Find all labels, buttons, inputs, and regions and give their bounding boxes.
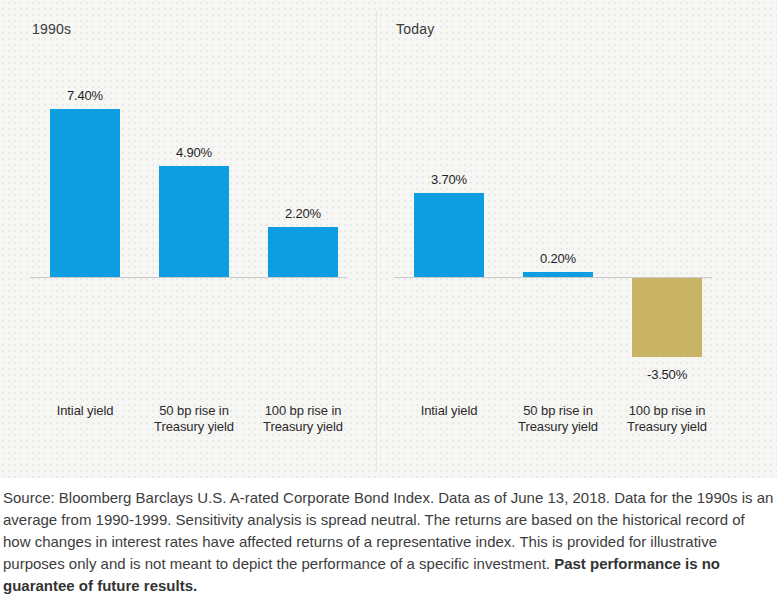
bar xyxy=(268,227,338,277)
bar xyxy=(414,193,484,277)
category-label: Intial yield xyxy=(25,403,145,419)
bar xyxy=(159,166,229,277)
bar xyxy=(50,109,120,277)
x-axis-line xyxy=(30,277,348,278)
source-note: Source: Bloomberg Barclays U.S. A-rated … xyxy=(3,487,775,597)
bar xyxy=(523,272,593,277)
category-label: 100 bp rise in Treasury yield xyxy=(607,403,727,435)
bar-value-label: 4.90% xyxy=(159,145,229,160)
bar-value-label: 2.20% xyxy=(268,206,338,221)
bar-value-label: 7.40% xyxy=(50,88,120,103)
chart-panel-today: Today 3.70%Intial yield0.20%50 bp rise i… xyxy=(394,0,724,478)
category-label: 50 bp rise in Treasury yield xyxy=(498,403,618,435)
chart-panel-1990s: 1990s 7.40%Intial yield4.90%50 bp rise i… xyxy=(30,0,360,478)
category-label: 50 bp rise in Treasury yield xyxy=(134,403,254,435)
chart-title-today: Today xyxy=(396,21,434,37)
chart-title-1990s: 1990s xyxy=(32,21,71,37)
category-label: Intial yield xyxy=(389,403,509,419)
category-label: 100 bp rise in Treasury yield xyxy=(243,403,363,435)
infographic-canvas: 1990s 7.40% Intial yield 4.90% 50 bp rise i… xyxy=(0,0,777,597)
bar-value-label: -3.50% xyxy=(632,367,702,382)
panel-divider xyxy=(376,12,377,472)
bar-value-label: 0.20% xyxy=(523,251,593,266)
bar-value-label: 3.70% xyxy=(414,172,484,187)
bar xyxy=(632,278,702,357)
chart-region: 1990s 7.40% Intial yield 4.90% 50 bp rise i… xyxy=(0,0,777,478)
